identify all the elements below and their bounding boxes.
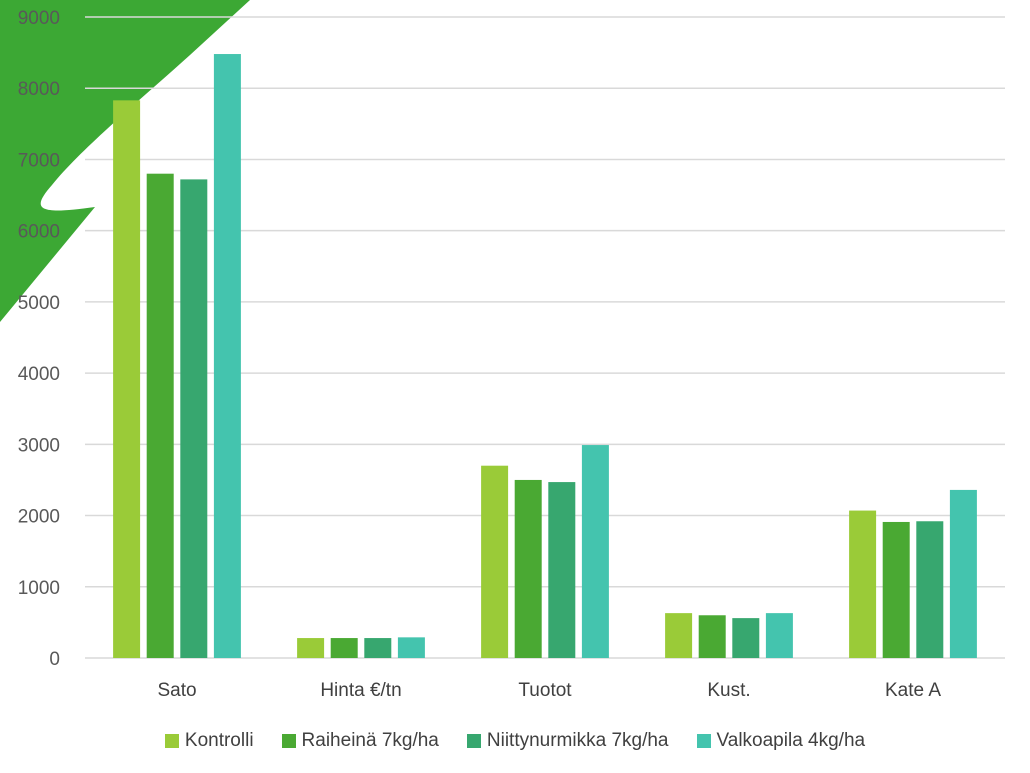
bar-Tuotot-Kontrolli xyxy=(481,465,509,658)
bar-Kate A-Kontrolli xyxy=(849,510,877,658)
y-tick-label: 8000 xyxy=(18,79,60,100)
bar-Kust.-Raiheinä 7kg/ha xyxy=(698,615,726,658)
x-category-label: Tuotot xyxy=(518,680,572,701)
x-category-label: Hinta €/tn xyxy=(320,680,401,701)
bar-Kust.-Valkoapila 4kg/ha xyxy=(765,613,793,658)
y-tick-label: 3000 xyxy=(18,435,60,456)
y-tick-label: 2000 xyxy=(18,507,60,528)
bar-Kate A-Niittynurmikka 7kg/ha xyxy=(916,521,944,658)
gridlines xyxy=(85,16,1005,659)
bar-Sato-Raiheinä 7kg/ha xyxy=(146,173,174,658)
bar-Hinta €/tn-Valkoapila 4kg/ha xyxy=(397,637,425,658)
legend-swatch xyxy=(164,734,179,748)
legend-label: Raiheinä 7kg/ha xyxy=(301,730,439,751)
legend-swatch xyxy=(466,734,481,748)
bar-Hinta €/tn-Niittynurmikka 7kg/ha xyxy=(364,638,392,658)
y-tick-label: 9000 xyxy=(18,8,60,29)
bar-Kate A-Valkoapila 4kg/ha xyxy=(949,489,977,658)
bar-Kust.-Kontrolli xyxy=(665,613,693,658)
legend-item: Kontrolli xyxy=(164,730,254,752)
x-category-label: Kate A xyxy=(885,680,941,701)
bar-Tuotot-Valkoapila 4kg/ha xyxy=(581,445,609,658)
y-axis-ticks: 0 1000 2000 3000 4000 5000 6000 7000 8000 9000 xyxy=(18,8,60,670)
bar-Kate A-Raiheinä 7kg/ha xyxy=(882,521,910,658)
y-tick-label: 1000 xyxy=(18,578,60,599)
bar-Hinta €/tn-Raiheinä 7kg/ha xyxy=(330,638,358,658)
bar-Sato-Niittynurmikka 7kg/ha xyxy=(180,179,208,659)
bar-Sato-Valkoapila 4kg/ha xyxy=(213,54,241,658)
bar-Tuotot-Niittynurmikka 7kg/ha xyxy=(548,482,576,658)
legend-swatch xyxy=(281,734,296,748)
y-tick-label: 7000 xyxy=(18,150,60,171)
y-tick-label: 6000 xyxy=(18,222,60,243)
legend-label: Kontrolli xyxy=(184,730,254,751)
y-tick-label: 0 xyxy=(49,649,60,670)
legend-label: Valkoapila 4kg/ha xyxy=(716,730,866,751)
x-category-label: Sato xyxy=(157,680,196,701)
x-category-label: Kust. xyxy=(707,680,750,701)
bar-Tuotot-Raiheinä 7kg/ha xyxy=(514,479,542,658)
bar-Hinta €/tn-Kontrolli xyxy=(297,638,325,658)
bar-Sato-Kontrolli xyxy=(113,100,141,658)
x-axis-labels: Sato Hinta €/tn Tuotot Kust. Kate A xyxy=(157,680,941,701)
y-tick-label: 5000 xyxy=(18,293,60,314)
legend-item: Raiheinä 7kg/ha xyxy=(281,730,439,752)
bars xyxy=(113,54,977,659)
legend-label: Niittynurmikka 7kg/ha xyxy=(486,730,669,751)
legend-item: Valkoapila 4kg/ha xyxy=(696,730,866,752)
y-tick-label: 4000 xyxy=(18,364,60,385)
legend-swatch xyxy=(696,734,711,748)
legend-item: Niittynurmikka 7kg/ha xyxy=(466,730,669,752)
bar-Kust.-Niittynurmikka 7kg/ha xyxy=(732,618,760,658)
legend: Kontrolli Raiheinä 7kg/ha Niittynurmikka 7… xyxy=(0,730,1030,752)
